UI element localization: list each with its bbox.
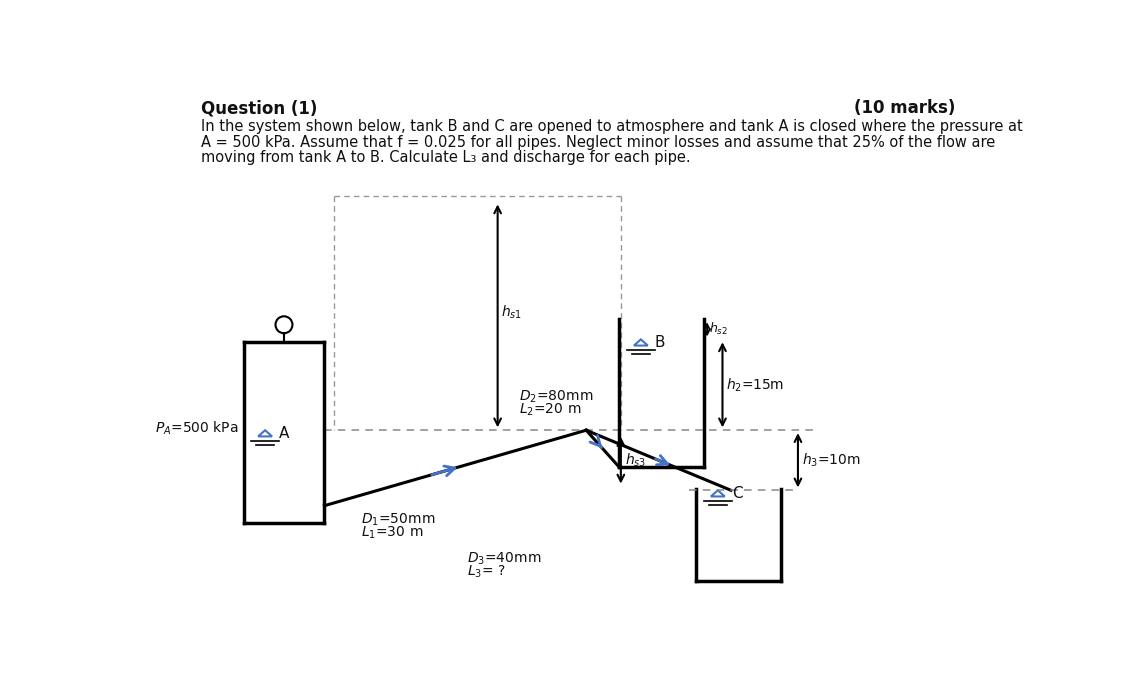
Text: In the system shown below, tank B and C are opened to atmosphere and tank A is c: In the system shown below, tank B and C …	[201, 119, 1023, 134]
Text: $D_2$=80mm: $D_2$=80mm	[520, 388, 594, 405]
Text: B: B	[655, 335, 665, 350]
Text: $L_2$=20 m: $L_2$=20 m	[520, 401, 582, 418]
Text: C: C	[731, 486, 742, 501]
Text: $L_3$= ?: $L_3$= ?	[467, 564, 505, 580]
Text: $D_3$=40mm: $D_3$=40mm	[467, 550, 541, 566]
Text: $P_A$=500 kPa: $P_A$=500 kPa	[155, 420, 238, 438]
Text: $h_2$=15m: $h_2$=15m	[727, 376, 784, 393]
Text: Question (1): Question (1)	[201, 99, 317, 117]
Text: $h_{s2}$: $h_{s2}$	[710, 321, 729, 338]
Text: $h_{s3}$: $h_{s3}$	[624, 451, 646, 469]
Text: moving from tank A to B. Calculate L₃ and discharge for each pipe.: moving from tank A to B. Calculate L₃ an…	[201, 150, 691, 165]
Text: $h_3$=10m: $h_3$=10m	[802, 451, 861, 469]
Text: $D_1$=50mm: $D_1$=50mm	[361, 512, 435, 528]
Text: $L_1$=30 m: $L_1$=30 m	[361, 525, 423, 541]
Text: (10 marks): (10 marks)	[854, 99, 956, 117]
Text: A = 500 kPa. Assume that f = 0.025 for all pipes. Neglect minor losses and assum: A = 500 kPa. Assume that f = 0.025 for a…	[201, 134, 996, 149]
Text: A: A	[279, 426, 289, 441]
Text: $h_{s1}$: $h_{s1}$	[502, 303, 523, 321]
